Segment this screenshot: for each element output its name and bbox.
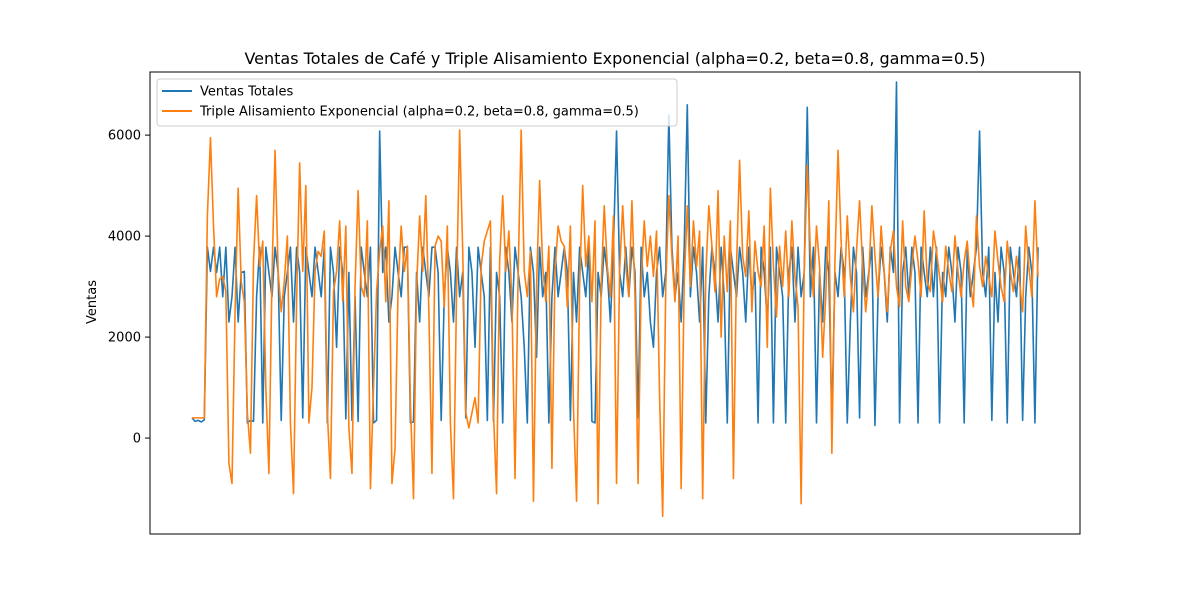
y-axis-label: Ventas [85, 280, 100, 324]
chart-title: Ventas Totales de Café y Triple Alisamie… [244, 49, 985, 68]
plot-frame [149, 71, 1081, 535]
series-line-1 [192, 129, 1039, 518]
legend: Ventas Totales Triple Alisamiento Exponen… [156, 78, 678, 127]
legend-box [156, 78, 678, 127]
series-layer [191, 81, 1039, 518]
series-line-0 [191, 81, 1039, 427]
y-tick-label: 2000 [108, 331, 141, 346]
y-axis-ticks: 0 2000 4000 6000 [108, 129, 150, 447]
legend-label-0: Ventas Totales [200, 85, 293, 100]
y-tick-label: 0 [133, 432, 141, 447]
y-tick-label: 6000 [108, 129, 141, 144]
legend-label-1: Triple Alisamiento Exponencial (alpha=0.… [199, 105, 639, 120]
y-tick-label: 4000 [108, 230, 141, 245]
